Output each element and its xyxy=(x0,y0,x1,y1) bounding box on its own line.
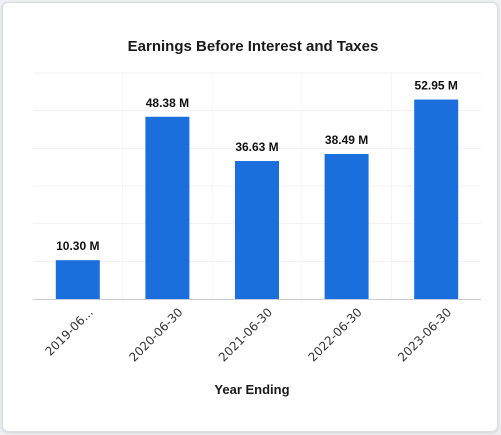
x-tick-label: 2022-06-30 xyxy=(306,305,365,364)
bar-value-label: 38.49 M xyxy=(325,133,368,147)
bar[interactable] xyxy=(145,116,190,299)
value-labels: 10.30 M 48.38 M 36.63 M 38.49 M 52.95 M xyxy=(56,79,458,254)
chart-title: Earnings Before Interest and Taxes xyxy=(128,38,379,55)
x-axis-title: Year Ending xyxy=(214,382,289,397)
bar[interactable] xyxy=(324,154,369,299)
bar-value-label: 48.38 M xyxy=(146,96,189,110)
bar[interactable] xyxy=(414,99,459,300)
bar-chart: Earnings Before Interest and Taxes 10.30… xyxy=(33,38,481,397)
bar[interactable] xyxy=(55,260,100,299)
x-tick-label: 2019-06... xyxy=(42,305,95,358)
bar-value-label: 36.63 M xyxy=(235,140,278,154)
x-tick-label: 2021-06-30 xyxy=(216,305,275,364)
x-tick-label: 2023-06-30 xyxy=(395,305,454,364)
chart-card: Earnings Before Interest and Taxes 10.30… xyxy=(2,2,498,432)
x-tick-labels: 2019-06... 2020-06-30 2021-06-30 2022-06-30… xyxy=(42,305,454,364)
bar-value-label: 10.30 M xyxy=(56,239,99,253)
bar-value-label: 52.95 M xyxy=(415,79,458,93)
bars xyxy=(55,99,459,300)
x-tick-label: 2020-06-30 xyxy=(126,305,185,364)
bar[interactable] xyxy=(235,161,279,299)
